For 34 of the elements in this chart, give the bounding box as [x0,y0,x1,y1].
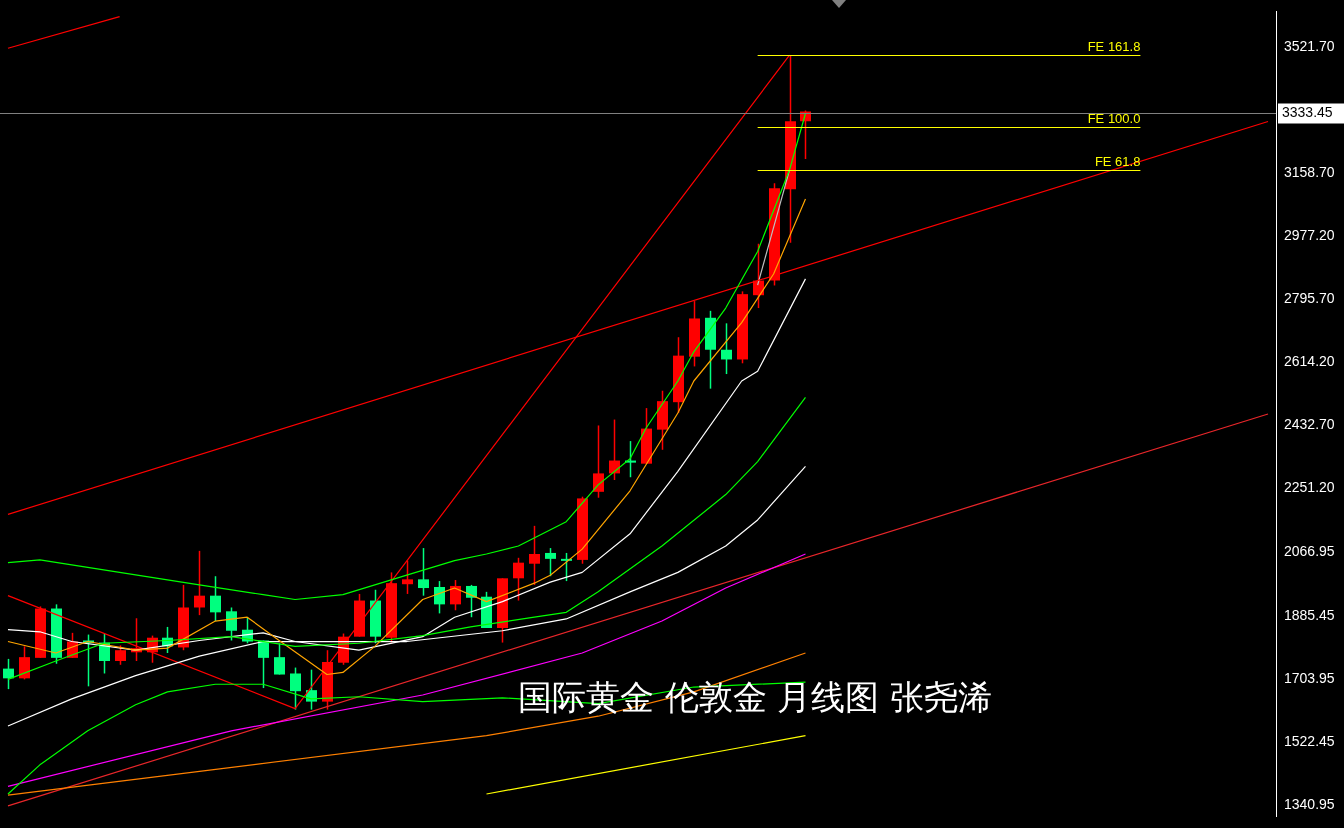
y-tick-label: 2795.70 [1284,290,1335,307]
ref-line-label: 3333.45 [1282,104,1333,121]
y-tick-label: 1522.45 [1284,732,1335,749]
y-tick-label: 1703.95 [1284,669,1335,686]
ref-line-label: FE 161.8 [1087,38,1141,54]
y-tick-label: 2066.95 [1284,543,1335,560]
candlestick [115,644,126,666]
y-tick-label: 3158.70 [1284,164,1335,181]
candlestick [274,642,285,676]
candlestick [593,424,604,499]
candlestick [418,547,429,597]
y-tick-label: 2977.20 [1284,227,1335,244]
candlestick [258,639,269,689]
candlestick [290,666,301,711]
candlestick [194,550,205,616]
candlestick [210,575,221,622]
y-tick-label: 1340.95 [1284,795,1335,812]
ref-line-label: FE 61.8 [1094,153,1141,169]
candlestick [434,580,445,615]
y-tick-label: 1885.45 [1284,606,1335,623]
y-tick-label: 2432.70 [1284,416,1335,433]
candlestick [721,322,732,375]
y-tick-label: 3521.70 [1284,38,1335,55]
candlestick [450,579,461,612]
candlestick [513,557,524,602]
candlestick [19,645,30,681]
candlestick [529,525,540,586]
y-tick-label: 2251.20 [1284,479,1335,496]
candlestick [226,606,237,642]
candlestick [545,547,556,577]
candlestick [402,559,413,595]
y-tick-label: 2614.20 [1284,353,1335,370]
candlestick [3,658,14,690]
ref-line-label: FE 100.0 [1087,110,1141,126]
